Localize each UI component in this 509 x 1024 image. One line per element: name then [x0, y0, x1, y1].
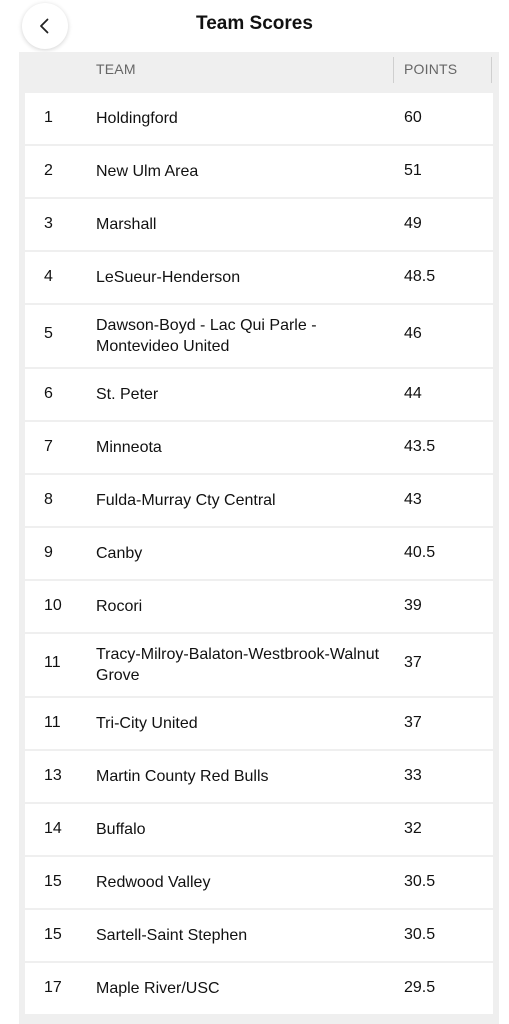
back-button[interactable] — [22, 3, 68, 49]
table-row[interactable]: 1 Holdingford 60 — [25, 93, 493, 144]
rank-cell: 5 — [44, 325, 53, 342]
points-cell: 30.5 — [404, 873, 436, 890]
points-cell: 51 — [404, 162, 422, 179]
rank-cell: 2 — [44, 162, 53, 179]
column-header-points[interactable]: POINTS — [404, 61, 458, 77]
app-header: Team Scores — [0, 0, 509, 52]
team-name-cell: Holdingford — [96, 110, 178, 127]
rank-cell: 4 — [44, 268, 53, 285]
rank-cell: 13 — [44, 767, 62, 784]
chevron-left-icon — [40, 18, 49, 34]
team-name-cell: Fulda-Murray Cty Central — [96, 492, 276, 509]
table-row[interactable]: 7 Minneota 43.5 — [25, 422, 493, 473]
team-name-cell: Tri-City United — [96, 715, 198, 732]
column-divider — [393, 57, 394, 83]
rank-cell: 7 — [44, 438, 53, 455]
points-cell: 32 — [404, 820, 422, 837]
table-row[interactable]: 8 Fulda-Murray Cty Central 43 — [25, 475, 493, 526]
team-name-cell: Maple River/USC — [96, 980, 220, 997]
points-cell: 30.5 — [404, 926, 436, 943]
table-row[interactable]: 6 St. Peter 44 — [25, 369, 493, 420]
team-name-cell: LeSueur-Henderson — [96, 269, 241, 286]
table-row[interactable]: 10 Rocori 39 — [25, 581, 493, 632]
points-cell: 37 — [404, 714, 422, 731]
rank-cell: 15 — [44, 873, 62, 890]
points-cell: 60 — [404, 109, 422, 126]
table-row[interactable]: 15 Sartell-Saint Stephen 30.5 — [25, 910, 493, 961]
table-row[interactable]: 15 Redwood Valley 30.5 — [25, 857, 493, 908]
points-cell: 29.5 — [404, 979, 436, 996]
page-title: Team Scores — [196, 13, 313, 34]
team-name-cell: Marshall — [96, 216, 157, 233]
table-row[interactable]: 9 Canby 40.5 — [25, 528, 493, 579]
rank-cell: 1 — [44, 109, 53, 126]
table-row[interactable]: 13 Martin County Red Bulls 33 — [25, 751, 493, 802]
rank-cell: 14 — [44, 820, 62, 837]
team-name-cell: Tracy-Milroy-Balaton-Westbrook-Walnut Gr… — [96, 646, 380, 684]
column-divider — [491, 57, 492, 83]
rank-cell: 9 — [44, 544, 53, 561]
column-header-team[interactable]: TEAM — [96, 61, 136, 77]
table-row[interactable]: 5 Dawson-Boyd - Lac Qui Parle - Montevide… — [25, 305, 493, 367]
table-body: 1 Holdingford 60 2 New Ulm Area 51 3 Marshall 49… — [25, 93, 493, 1016]
table-row[interactable]: 3 Marshall 49 — [25, 199, 493, 250]
team-name-cell: Minneota — [96, 439, 162, 456]
table-row[interactable]: 11 Tri-City United 37 — [25, 698, 493, 749]
table-row[interactable]: 2 New Ulm Area 51 — [25, 146, 493, 197]
rank-cell: 3 — [44, 215, 53, 232]
team-name-cell: Dawson-Boyd - Lac Qui Parle - Montevideo… — [96, 317, 317, 355]
team-name-cell: Buffalo — [96, 821, 146, 838]
rank-cell: 6 — [44, 385, 53, 402]
table-row[interactable]: 11 Tracy-Milroy-Balaton-Westbrook-Walnut … — [25, 634, 493, 696]
table-header: TEAM POINTS — [19, 52, 499, 92]
points-cell: 33 — [404, 767, 422, 784]
team-name-cell: Redwood Valley — [96, 874, 211, 891]
team-name-cell: Canby — [96, 545, 143, 562]
team-name-cell: St. Peter — [96, 386, 159, 403]
team-name-cell: Martin County Red Bulls — [96, 768, 269, 785]
team-name-cell: Sartell-Saint Stephen — [96, 927, 248, 944]
scores-table: TEAM POINTS 1 Holdingford 60 2 New Ulm Area 5… — [19, 52, 499, 1024]
table-row[interactable]: 4 LeSueur-Henderson 48.5 — [25, 252, 493, 303]
rank-cell: 10 — [44, 597, 62, 614]
points-cell: 40.5 — [404, 544, 436, 561]
points-cell: 37 — [404, 654, 422, 671]
points-cell: 46 — [404, 325, 422, 342]
rank-cell: 11 — [44, 654, 61, 671]
table-row[interactable]: 17 Maple River/USC 29.5 — [25, 963, 493, 1014]
points-cell: 43 — [404, 491, 422, 508]
team-name-cell: New Ulm Area — [96, 163, 199, 180]
rank-cell: 8 — [44, 491, 53, 508]
points-cell: 48.5 — [404, 268, 436, 285]
rank-cell: 11 — [44, 714, 61, 731]
rank-cell: 15 — [44, 926, 62, 943]
rank-cell: 17 — [44, 979, 62, 996]
points-cell: 44 — [404, 385, 422, 402]
points-cell: 49 — [404, 215, 422, 232]
points-cell: 39 — [404, 597, 422, 614]
table-row[interactable]: 14 Buffalo 32 — [25, 804, 493, 855]
team-name-cell: Rocori — [96, 598, 143, 615]
points-cell: 43.5 — [404, 438, 436, 455]
